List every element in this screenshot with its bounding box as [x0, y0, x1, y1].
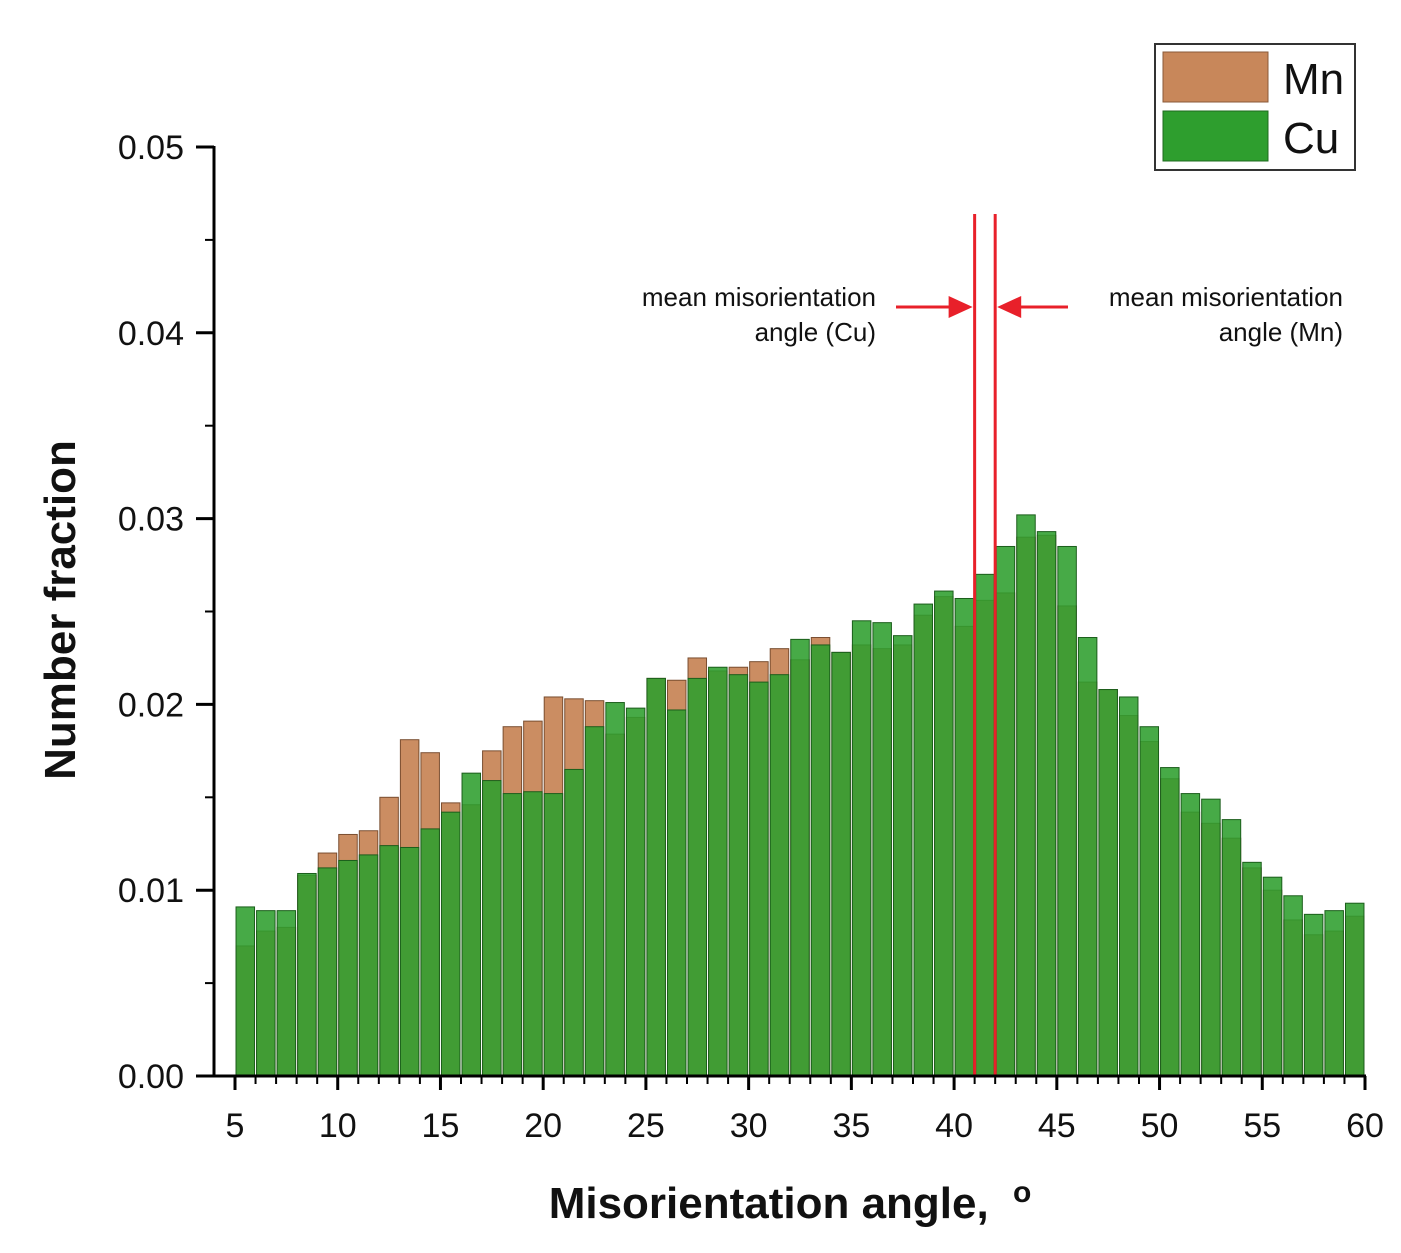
- x-tick-label: 40: [935, 1107, 973, 1145]
- mean-angle-reference-lines: mean misorientation angle (Cu) mean miso…: [642, 214, 1343, 1075]
- bar-cu-27: [790, 638, 810, 1077]
- annotation-mn-line1: mean misorientation: [1109, 282, 1343, 312]
- bar-cu-2: [276, 910, 297, 1077]
- bar-cu-3: [297, 872, 317, 1077]
- x-tick-label: 35: [832, 1107, 870, 1145]
- bar-cu-17: [584, 726, 605, 1077]
- bar-cu-0: [235, 906, 256, 1077]
- bar-cu-18: [605, 702, 625, 1077]
- x-tick-label: 45: [1038, 1107, 1076, 1145]
- y-tick-label: 0.00: [118, 1058, 184, 1096]
- legend: Mn Cu: [1154, 43, 1356, 171]
- x-tick-label: 30: [730, 1107, 768, 1145]
- axes: 0.00 0.01 0.02 0.03 0.04 0.05 5 10 15 20 25 30 35 40…: [118, 129, 1384, 1145]
- bar-cu-28: [810, 644, 831, 1077]
- x-tick-label: 50: [1141, 1107, 1179, 1145]
- bar-cu-22: [687, 677, 708, 1077]
- bar-cu-9: [420, 828, 440, 1077]
- annotation-cu-line2: angle (Cu): [755, 317, 876, 347]
- x-axis-title: Misorientation angle, o: [549, 1176, 1032, 1228]
- bar-cu-8: [399, 846, 420, 1077]
- x-axis-title-degree: o: [1013, 1176, 1031, 1209]
- bar-cu-4: [317, 867, 338, 1077]
- bar-cu-53: [1324, 910, 1344, 1077]
- bar-cu-19: [625, 707, 646, 1077]
- cu-series-bars: [235, 514, 1365, 1077]
- bar-cu-5: [338, 859, 358, 1077]
- bar-cu-21: [666, 709, 687, 1077]
- bar-cu-36: [975, 573, 995, 1077]
- bar-cu-12: [482, 780, 502, 1077]
- bar-cu-11: [461, 772, 482, 1077]
- bar-cu-54: [1344, 902, 1365, 1077]
- bar-cu-6: [358, 854, 379, 1077]
- bar-cu-14: [523, 791, 543, 1077]
- legend-swatch-cu: [1162, 110, 1269, 162]
- legend-label-cu: Cu: [1283, 114, 1339, 163]
- bar-cu-7: [379, 845, 399, 1077]
- bar-cu-20: [646, 677, 666, 1077]
- bar-cu-29: [831, 651, 851, 1077]
- annotation-cu-line1: mean misorientation: [642, 282, 876, 312]
- y-tick-label: 0.04: [118, 315, 184, 353]
- bar-cu-16: [564, 768, 584, 1077]
- bar-cu-38: [1016, 514, 1036, 1077]
- x-tick-label: 55: [1243, 1107, 1281, 1145]
- bar-cu-25: [749, 681, 769, 1077]
- x-tick-label: 10: [319, 1107, 357, 1145]
- y-ticks: 0.00 0.01 0.02 0.03 0.04 0.05: [118, 129, 214, 1096]
- bar-cu-46: [1180, 793, 1201, 1077]
- y-axis-title: Number fraction: [36, 440, 85, 780]
- x-ticks: 5 10 15 20 25 30 35 40 45 50 55 60: [226, 1076, 1384, 1145]
- bar-cu-41: [1077, 637, 1098, 1077]
- annotation-mn-line2: angle (Mn): [1219, 317, 1343, 347]
- legend-swatch-mn: [1162, 51, 1269, 103]
- bar-cu-31: [872, 622, 892, 1077]
- bar-cu-39: [1036, 531, 1057, 1077]
- bar-cu-42: [1098, 689, 1118, 1077]
- bar-cu-43: [1118, 696, 1139, 1077]
- bar-cu-23: [708, 666, 728, 1077]
- x-tick-label: 20: [524, 1107, 562, 1145]
- x-tick-label: 15: [422, 1107, 460, 1145]
- y-tick-label: 0.05: [118, 129, 184, 167]
- bar-cu-15: [543, 793, 564, 1077]
- bar-cu-34: [934, 590, 954, 1077]
- bar-cu-40: [1057, 545, 1077, 1077]
- legend-label-mn: Mn: [1283, 55, 1344, 104]
- x-tick-label: 25: [627, 1107, 665, 1145]
- bar-cu-35: [954, 597, 975, 1077]
- bar-cu-1: [256, 910, 276, 1077]
- x-axis-title-text: Misorientation angle,: [549, 1179, 989, 1228]
- x-tick-label: 5: [226, 1107, 245, 1145]
- arrow-cu-head: [948, 296, 973, 318]
- bar-cu-49: [1242, 861, 1262, 1077]
- bar-cu-10: [440, 811, 461, 1077]
- bar-cu-24: [728, 674, 749, 1077]
- y-tick-label: 0.03: [118, 501, 184, 539]
- bar-cu-32: [892, 635, 913, 1077]
- bar-cu-13: [502, 793, 523, 1077]
- bar-cu-26: [769, 674, 790, 1077]
- y-tick-label: 0.01: [118, 872, 184, 910]
- bar-cu-50: [1262, 876, 1283, 1077]
- bar-cu-44: [1139, 726, 1160, 1077]
- bar-cu-33: [913, 603, 934, 1077]
- bar-cu-51: [1283, 895, 1303, 1077]
- bar-cu-30: [851, 620, 872, 1077]
- bar-cu-52: [1303, 913, 1324, 1077]
- bar-cu-37: [995, 545, 1016, 1077]
- y-tick-label: 0.02: [118, 686, 184, 724]
- bar-cu-47: [1201, 798, 1221, 1077]
- x-tick-label: 60: [1346, 1107, 1384, 1145]
- arrow-mn-head: [997, 296, 1022, 318]
- bar-cu-48: [1221, 819, 1242, 1077]
- bar-cu-45: [1160, 767, 1180, 1077]
